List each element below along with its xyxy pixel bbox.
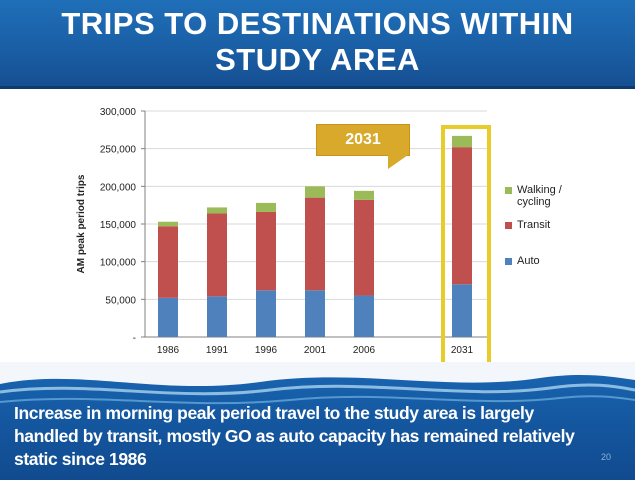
bar-transit-1996 — [256, 211, 276, 291]
legend-label-auto: Auto — [517, 255, 540, 267]
callout-2031: 2031 — [316, 124, 410, 156]
wave-decoration — [0, 362, 635, 405]
caption-text: Increase in morning peak period travel t… — [14, 403, 575, 469]
legend-label-walking-cycling-line-2: cycling — [517, 196, 551, 208]
page-number: 20 — [601, 452, 612, 462]
y-tick-label: 250,000 — [100, 145, 137, 156]
bar-transit-2006 — [354, 199, 374, 296]
x-tick-label: 1991 — [206, 345, 229, 356]
bar-auto-2031 — [452, 284, 472, 337]
bar-transit-2001 — [305, 197, 325, 291]
y-tick-label: 100,000 — [100, 258, 137, 269]
y-tick-label: 200,000 — [100, 182, 137, 193]
callout-pointer — [388, 155, 408, 169]
bar-auto-1991 — [207, 296, 227, 337]
y-tick-label: 150,000 — [100, 220, 137, 231]
legend-swatch-walking-cycling — [505, 187, 512, 194]
x-tick-label: 1996 — [255, 345, 278, 356]
title-banner: TRIPS TO DESTINATIONS WITHIN STUDY AREA — [0, 0, 635, 89]
bar-transit-1986 — [158, 226, 178, 298]
bar-auto-1986 — [158, 297, 178, 337]
x-tick-label: 1986 — [157, 345, 180, 356]
x-tick-label: 2031 — [451, 345, 474, 356]
y-axis-title: AM peak period trips — [76, 174, 87, 273]
highlight-2031-box — [441, 125, 491, 371]
legend-swatch-transit — [505, 222, 512, 229]
bar-transit-2031 — [452, 147, 472, 285]
legend-item-transit: Transit — [505, 219, 587, 231]
bar-walking-cycling-1996 — [256, 202, 276, 212]
legend-item-walking-cycling: Walking / cycling — [505, 184, 587, 208]
bar-auto-2006 — [354, 295, 374, 337]
chart-area: - 50,000 100,000 150,000 200,000 250,000 300,0… — [0, 92, 635, 372]
y-tick-label: 300,000 — [100, 107, 137, 118]
bar-walking-cycling-1991 — [207, 207, 227, 214]
caption-banner: Increase in morning peak period travel t… — [0, 362, 635, 480]
legend-label-transit: Transit — [517, 219, 551, 231]
x-tick-label: 2006 — [353, 345, 376, 356]
y-tick-label: 50,000 — [105, 295, 136, 306]
bar-walking-cycling-2006 — [354, 190, 374, 200]
slide-title-line-1: TRIPS TO DESTINATIONS WITHIN — [61, 6, 574, 41]
bar-walking-cycling-2001 — [305, 186, 325, 198]
bar-auto-1996 — [256, 290, 276, 337]
stacked-bar-chart: - 50,000 100,000 150,000 200,000 250,000 300,0… — [76, 107, 487, 356]
slide-title: TRIPS TO DESTINATIONS WITHIN STUDY AREA — [40, 6, 595, 78]
legend-item-auto: Auto — [505, 255, 587, 267]
bar-transit-1991 — [207, 213, 227, 297]
slide-title-line-2: STUDY AREA — [215, 42, 420, 77]
legend-label-walking-cycling-line-1: Walking / — [517, 184, 562, 196]
legend-swatch-auto — [505, 258, 512, 265]
bar-walking-cycling-1986 — [158, 221, 178, 227]
bar-auto-2001 — [305, 290, 325, 337]
bar-walking-cycling-2031 — [452, 135, 472, 148]
y-tick-label: - — [133, 333, 136, 344]
x-tick-label: 2001 — [304, 345, 327, 356]
